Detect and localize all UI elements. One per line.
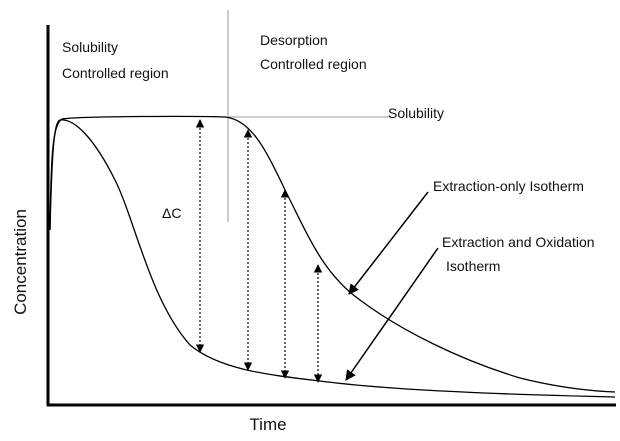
region-label: Controlled region	[62, 65, 169, 81]
y-axis-label: Concentration	[11, 209, 30, 315]
region-label: Solubility	[62, 39, 118, 55]
pointer-arrow	[348, 191, 429, 295]
extraction-only-curve	[49, 115, 616, 393]
curve-label: Extraction and Oxidation	[442, 234, 595, 250]
region-label: Controlled region	[260, 56, 367, 72]
solubility-label: Solubility	[388, 105, 444, 121]
delta-label: ΔC	[162, 205, 181, 221]
curve-label: Isotherm	[446, 258, 500, 274]
extraction-oxidation-curve	[49, 119, 616, 398]
region-label: Desorption	[260, 32, 328, 48]
curve-label: Extraction-only Isotherm	[433, 178, 584, 194]
pointer-arrow	[345, 247, 439, 381]
x-axis-label: Time	[249, 415, 286, 434]
